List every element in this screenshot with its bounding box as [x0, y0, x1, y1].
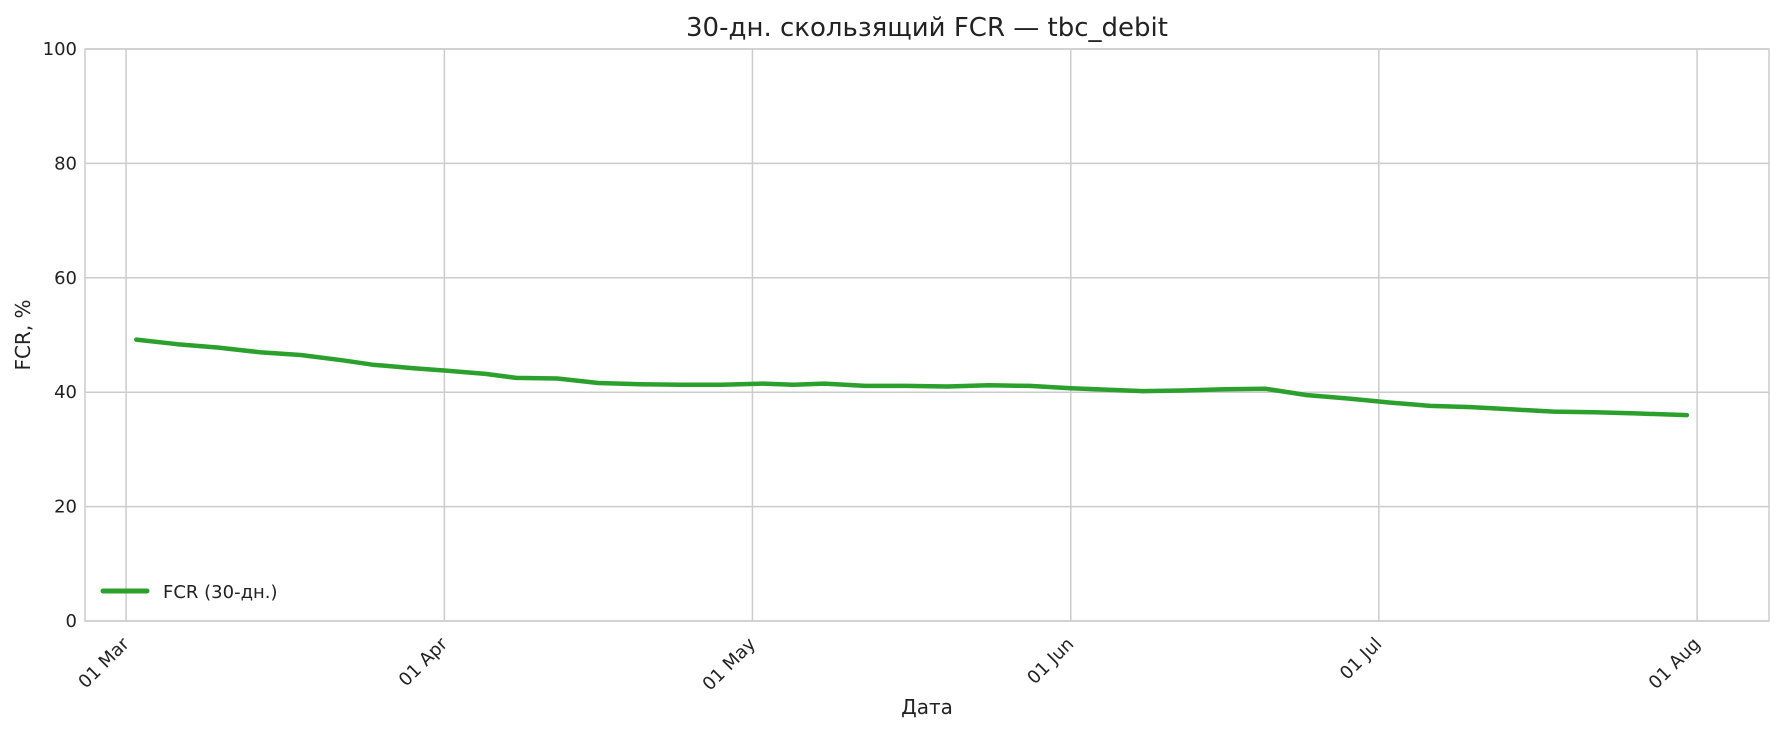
y-tick-label: 80 [54, 153, 77, 174]
plot-frame [84, 48, 1770, 622]
y-tick-label: 20 [54, 497, 77, 518]
series-line [134, 337, 1690, 418]
x-tick-label: 01 Mar [74, 633, 134, 693]
y-tick-label: 40 [54, 382, 77, 403]
x-axis-ticks: 01 Mar 01 Apr 01 May 01 Jun 01 Jul 01 Aug [74, 633, 1704, 695]
grid-layer [85, 48, 1769, 622]
y-axis-label: FCR, % [11, 299, 35, 370]
y-axis-ticks: 0 20 40 60 80 100 [43, 39, 77, 632]
y-tick-label: 60 [54, 268, 77, 289]
y-tick-label: 100 [43, 39, 77, 60]
x-tick-label: 01 Apr [395, 633, 453, 691]
x-axis-label: Дата [901, 695, 953, 719]
x-tick-label: 01 Jun [1023, 634, 1078, 689]
x-tick-label: 01 May [699, 633, 761, 695]
x-tick-label: 01 Jul [1336, 634, 1386, 684]
y-tick-label: 0 [66, 611, 77, 632]
chart-title: 30-дн. скользящий FCR — tbc_debit [686, 13, 1168, 43]
legend: FCR (30-дн.) [100, 582, 278, 603]
x-tick-label: 01 Aug [1645, 634, 1705, 694]
legend-label: FCR (30-дн.) [163, 582, 278, 603]
series-layer [134, 337, 1690, 418]
